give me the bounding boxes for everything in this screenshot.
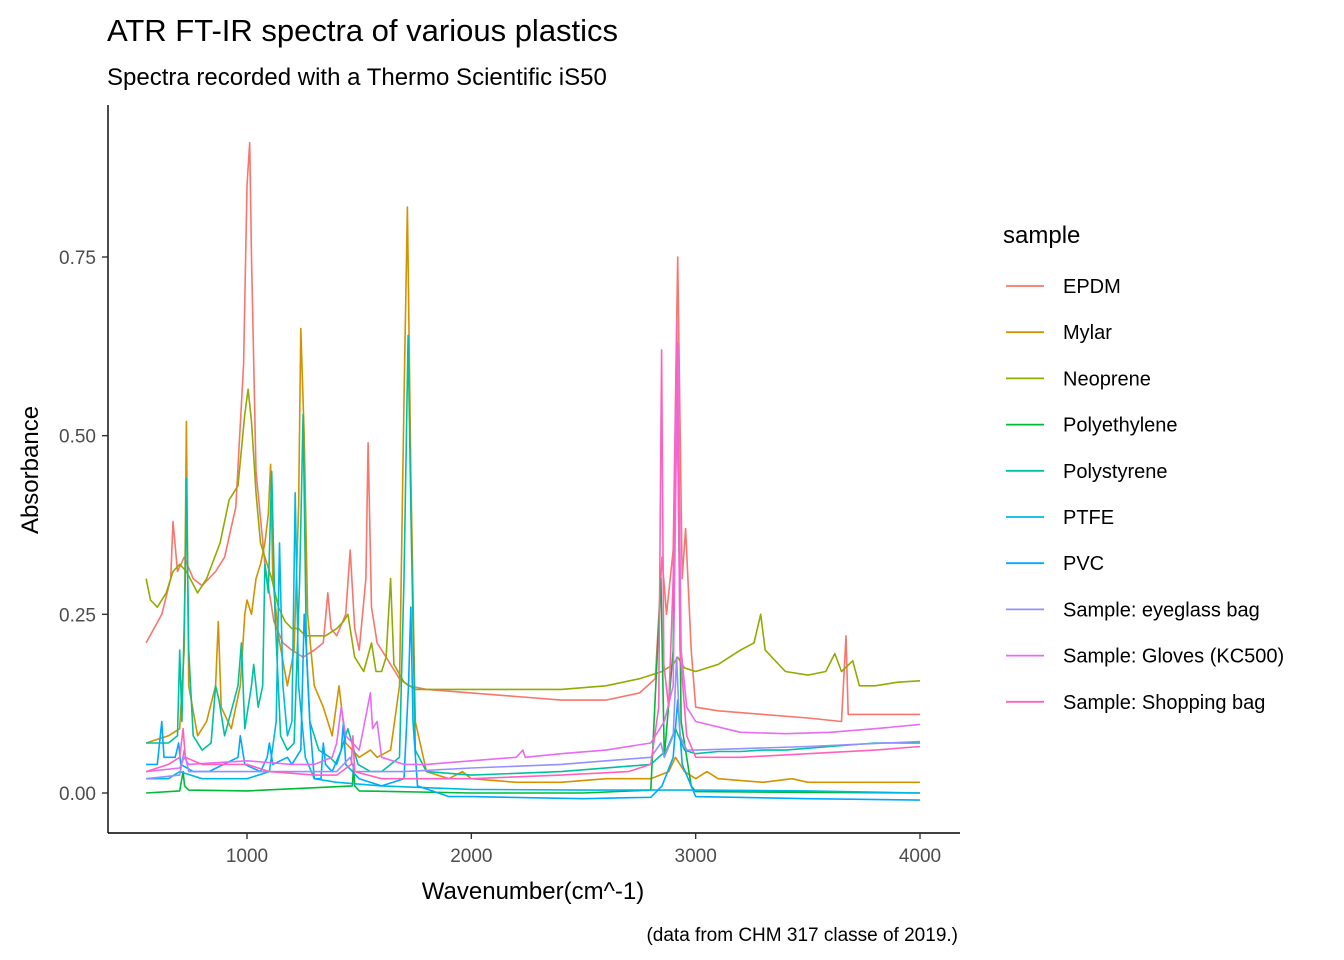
x-axis-title: Wavenumber(cm^-1) [422,878,644,905]
series-line-9 [145,320,921,780]
series-line-5 [146,492,921,794]
legend-label: Sample: Gloves (KC500) [1063,646,1284,668]
y-tick-label: 0.50 [59,427,96,448]
legend-item: EPDM [1006,276,1121,298]
legend-item: Mylar [1006,322,1112,344]
x-tick-label: 2000 [450,846,492,867]
series-line-3 [146,342,921,794]
legend-item: Polystyrene [1006,461,1168,483]
legend-label: EPDM [1063,276,1121,298]
y-tick-label: 0.00 [59,784,96,805]
series-line-2 [145,388,921,691]
x-tick-label: 3000 [675,846,717,867]
legend-item: PTFE [1006,507,1114,529]
y-axis-title: Absorbance [17,406,44,534]
x-tick-label: 4000 [899,846,941,867]
legend-label: PVC [1063,553,1104,575]
legend-item: Sample: Shopping bag [1006,692,1265,714]
legend-label: Sample: eyeglass bag [1063,599,1260,621]
legend-item: Sample: Gloves (KC500) [1006,646,1284,668]
legend-label: Polyethylene [1063,415,1178,437]
legend-label: Neoprene [1063,368,1151,390]
series-line-0 [145,141,920,723]
y-ticks: 0.00 0.25 0.50 0.75 [59,248,108,805]
legend-item: PVC [1006,553,1104,575]
chart-title: ATR FT-IR spectra of various plastics [107,13,618,48]
x-ticks: 1000 2000 3000 4000 [226,833,941,867]
legend: sample EPDM Mylar Neoprene Polyethylene Poly… [1003,222,1284,714]
legend-title: sample [1003,222,1080,249]
series-line-1 [145,206,920,784]
legend-item: Sample: eyeglass bag [1006,599,1260,621]
y-tick-label: 0.75 [59,248,96,269]
legend-label: Mylar [1063,322,1112,344]
legend-item: Neoprene [1006,368,1151,390]
x-tick-label: 1000 [226,846,268,867]
legend-label: Polystyrene [1063,461,1168,483]
legend-item: Polyethylene [1006,415,1178,437]
legend-items: EPDM Mylar Neoprene Polyethylene Polystyrene… [1006,276,1284,714]
chart-caption: (data from CHM 317 classe of 2019.) [646,925,958,946]
legend-label: PTFE [1063,507,1114,529]
legend-label: Sample: Shopping bag [1063,692,1265,714]
series-group [145,141,921,801]
series-line-7 [146,656,921,780]
chart-subtitle: Spectra recorded with a Thermo Scientifi… [107,64,607,91]
plot-area: 1000 2000 3000 4000 0.00 0.25 0.50 0.75 [59,105,960,867]
y-tick-label: 0.25 [59,605,96,626]
series-line-8 [146,342,921,773]
